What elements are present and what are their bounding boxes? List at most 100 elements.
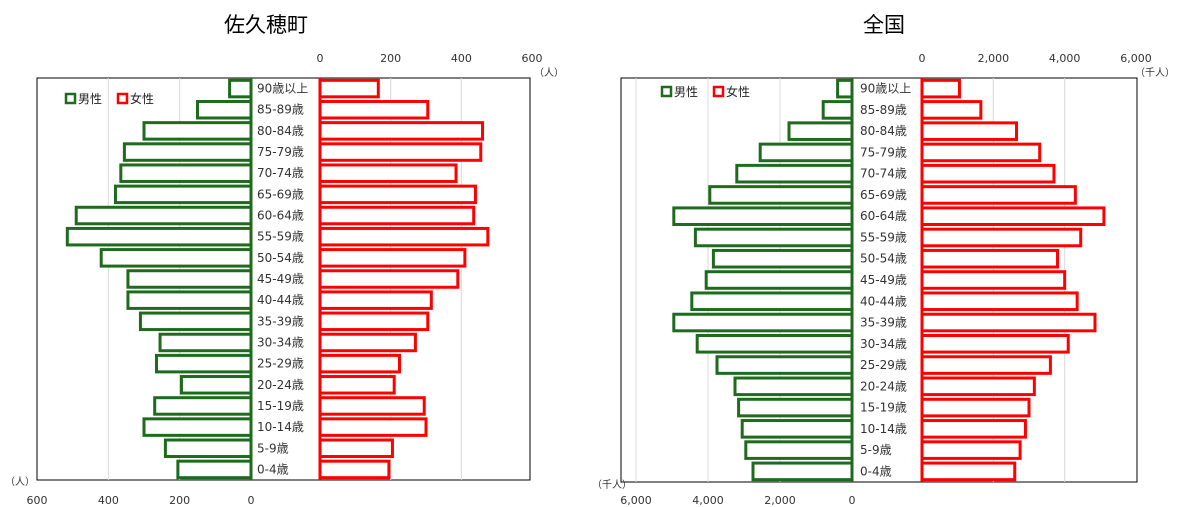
bar-female-0-4歳 [920, 461, 1017, 482]
age-label: 55-59歳 [257, 230, 304, 244]
chart-1: 佐久穂町 600 400 200 0 0 200 400 600 （人） （人） 90歳以上 85-89… [5, 13, 564, 507]
bar-male-35-39歳 [138, 311, 253, 332]
bar-male-0-4歳 [176, 459, 253, 480]
age-label: 35-39歳 [860, 316, 907, 330]
age-label: 65-69歳 [860, 188, 907, 202]
bar-male-45-49歳 [126, 269, 253, 289]
bar-male-30-34歳 [695, 333, 854, 354]
bar-female-25-29歳 [920, 355, 1052, 375]
bar-male-15-19歳 [153, 396, 253, 416]
male-axis-tick-label: 0 [849, 494, 856, 507]
female-axis-tick-label: 0 [919, 52, 926, 65]
bar-male-55-59歳 [693, 227, 854, 248]
bar-male-75-79歳 [758, 142, 854, 163]
age-label: 65-69歳 [257, 187, 304, 201]
bar-female-85-89歳 [920, 100, 983, 120]
female-axis-tick-label: 0 [317, 52, 324, 65]
age-label: 5-9歳 [257, 441, 289, 455]
bar-male-5-9歳 [744, 440, 854, 460]
age-label: 80-84歳 [860, 124, 907, 138]
bar-male-55-59歳 [65, 226, 253, 247]
bar-female-20-24歳 [318, 375, 396, 395]
bar-female-50-54歳 [318, 248, 467, 268]
bar-female-60-64歳 [920, 206, 1106, 227]
male-axis-tick-label: 400 [98, 494, 119, 507]
legend-swatch-male [660, 85, 673, 98]
male-axis-tick-label: 0 [248, 494, 255, 507]
bar-female-30-34歳 [318, 332, 417, 353]
bar-female-35-39歳 [920, 312, 1097, 333]
age-label: 90歳以上 [860, 82, 911, 96]
bar-female-65-69歳 [318, 184, 477, 205]
male-axis-tick-label: 600 [27, 494, 48, 507]
age-label: 85-89歳 [860, 103, 907, 117]
bar-female-65-69歳 [920, 185, 1077, 205]
bar-female-45-49歳 [318, 269, 460, 289]
age-label: 20-24歳 [860, 379, 907, 393]
plot-frame [36, 77, 531, 481]
bar-male-15-19歳 [737, 397, 854, 418]
bar-female-0-4歳 [318, 459, 391, 480]
bar-female-70-74歳 [318, 163, 458, 183]
legend-label-male: 男性 [674, 85, 698, 99]
female-axis-tick-label: 4,000 [1049, 52, 1081, 65]
bar-female-75-79歳 [920, 142, 1042, 163]
male-axis-tick-label: 4,000 [692, 494, 724, 507]
bar-male-85-89歳 [821, 100, 854, 120]
legend: 男性 女性 [64, 91, 154, 106]
bar-male-50-54歳 [99, 248, 253, 268]
age-label: 25-29歳 [860, 358, 907, 372]
age-label: 40-44歳 [257, 293, 304, 307]
age-label: 45-49歳 [257, 272, 304, 286]
age-label: 0-4歳 [257, 462, 289, 476]
age-label: 45-49歳 [860, 273, 907, 287]
bar-male-90歳以上 [836, 78, 854, 99]
age-label: 50-54歳 [860, 252, 907, 266]
bar-female-15-19歳 [318, 396, 426, 416]
bar-male-5-9歳 [163, 438, 253, 459]
female-axis-tick-label: 400 [451, 52, 472, 65]
unit-label-bottom: （人） [5, 476, 35, 488]
bar-male-50-54歳 [711, 248, 854, 269]
bar-female-5-9歳 [920, 440, 1022, 460]
unit-label-top: （千人） [1135, 67, 1175, 79]
legend-label-female: 女性 [726, 84, 750, 99]
bar-male-70-74歳 [735, 163, 854, 184]
legend-label-female: 女性 [130, 91, 154, 106]
bar-female-70-74歳 [920, 163, 1056, 184]
legend-swatch-female [116, 92, 129, 105]
age-label: 50-54歳 [257, 251, 304, 265]
bar-male-30-34歳 [158, 332, 253, 353]
age-label: 75-79歳 [257, 145, 304, 159]
unit-label-top: （人） [534, 67, 564, 79]
age-label: 90歳以上 [257, 82, 308, 96]
bar-female-45-49歳 [920, 270, 1067, 290]
chart-title: 佐久穂町 [224, 13, 308, 37]
bar-male-10-14歳 [740, 419, 854, 439]
bar-female-80-84歳 [318, 121, 485, 141]
age-label: 40-44歳 [860, 294, 907, 308]
bar-female-5-9歳 [318, 438, 394, 459]
bar-female-90歳以上 [318, 78, 380, 99]
bar-female-90歳以上 [920, 78, 961, 99]
male-axis-tick-label: 200 [169, 494, 190, 507]
legend: 男性 女性 [660, 84, 750, 99]
bar-female-20-24歳 [920, 376, 1036, 397]
male-axis-tick-label: 2,000 [764, 494, 796, 507]
age-label: 10-14歳 [860, 422, 907, 436]
age-label: 20-24歳 [257, 378, 304, 392]
bar-female-30-34歳 [920, 333, 1070, 354]
bar-female-55-59歳 [920, 227, 1083, 248]
age-label: 10-14歳 [257, 420, 304, 434]
bar-male-35-39歳 [672, 312, 854, 333]
bar-female-75-79歳 [318, 142, 483, 162]
bar-female-10-14歳 [920, 419, 1027, 439]
age-label: 30-34歳 [860, 337, 907, 351]
age-label: 35-39歳 [257, 314, 304, 328]
bar-male-75-79歳 [122, 142, 253, 162]
female-axis-tick-label: 600 [522, 52, 543, 65]
bar-male-90歳以上 [228, 78, 253, 99]
age-label: 25-29歳 [257, 357, 304, 371]
legend-swatch-female [712, 85, 725, 98]
bar-male-20-24歳 [733, 376, 854, 397]
